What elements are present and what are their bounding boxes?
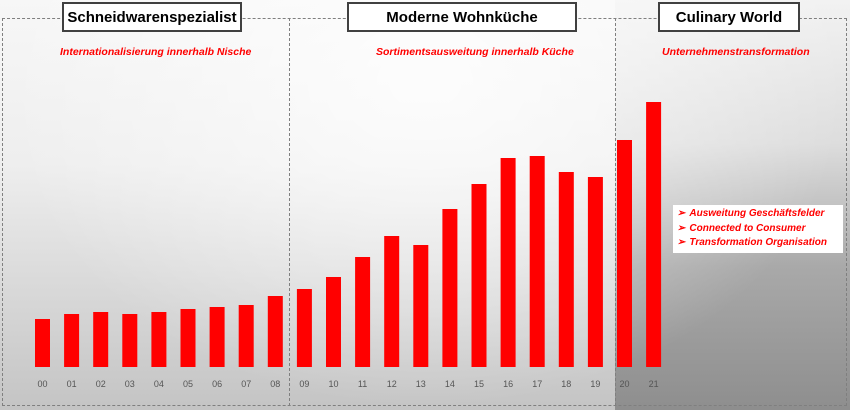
bar-13	[413, 245, 429, 367]
phase-subtitle-2: Sortimentsausweitung innerhalb Küche	[376, 46, 574, 58]
x-tick-label: 19	[590, 379, 600, 389]
bar-19	[587, 177, 603, 367]
phase-subtitle-1: Internationalisierung innerhalb Nische	[60, 46, 252, 58]
x-tick-label: 01	[67, 379, 77, 389]
x-tick-label: 03	[125, 379, 135, 389]
phase-title-3: Culinary World	[658, 2, 800, 32]
x-tick-label: 17	[532, 379, 542, 389]
phase-divider-1	[289, 18, 290, 406]
arrow-bullet-icon: ➢	[677, 208, 686, 219]
bar-21	[646, 102, 662, 367]
x-tick-label: 04	[154, 379, 164, 389]
bar-14	[442, 209, 458, 367]
cw-point-2: ➢ Connected to Consumer	[677, 222, 806, 234]
phase-title-2: Moderne Wohnküche	[347, 2, 577, 32]
x-tick-label: 11	[358, 379, 367, 389]
x-tick-label: 16	[503, 379, 513, 389]
x-tick-label: 05	[183, 379, 193, 389]
culinary-world-list: ➢ Ausweitung Geschäftsfelder ➢ Connected t…	[673, 205, 843, 253]
bar-03	[122, 314, 138, 367]
bar-15	[471, 184, 487, 367]
bar-20	[617, 140, 632, 367]
x-tick-label: 00	[37, 379, 47, 389]
bar-04	[151, 312, 167, 367]
bar-02	[93, 312, 109, 367]
cw-point-3: ➢ Transformation Organisation	[677, 237, 828, 248]
x-tick-label: 10	[328, 379, 338, 389]
bar-01	[64, 314, 80, 367]
x-tick-label: 07	[241, 379, 251, 389]
bar-16	[500, 158, 516, 367]
bar-10	[326, 277, 341, 367]
x-tick-label: 15	[474, 379, 484, 389]
bar-00	[35, 319, 50, 367]
x-tick-label: 06	[212, 379, 222, 389]
bar-12	[384, 236, 400, 367]
bar-18	[558, 172, 574, 367]
x-tick-label: 09	[299, 379, 309, 389]
bar-08	[267, 296, 283, 367]
x-tick-label: 18	[561, 379, 571, 389]
x-tick-label: 21	[649, 379, 659, 389]
x-tick-label: 12	[387, 379, 397, 389]
bar-09	[296, 289, 312, 367]
x-tick-label: 14	[445, 379, 455, 389]
bar-17	[529, 156, 545, 367]
bar-05	[180, 309, 196, 367]
x-tick-label: 08	[270, 379, 280, 389]
bar-07	[238, 305, 254, 367]
phase-title-1: Schneidwarenspezialist	[62, 2, 242, 32]
cw-point-1: ➢ Ausweitung Geschäftsfelder	[677, 208, 825, 219]
phase-subtitle-3: Unternehmenstransformation	[662, 46, 810, 58]
arrow-bullet-icon: ➢	[677, 237, 686, 248]
bar-11	[355, 257, 371, 367]
x-tick-label: 20	[619, 379, 629, 389]
x-tick-label: 02	[96, 379, 106, 389]
bar-06	[209, 307, 225, 367]
arrow-bullet-icon: ➢	[677, 222, 686, 234]
x-tick-label: 13	[416, 379, 426, 389]
phase-divider-2	[615, 18, 616, 406]
